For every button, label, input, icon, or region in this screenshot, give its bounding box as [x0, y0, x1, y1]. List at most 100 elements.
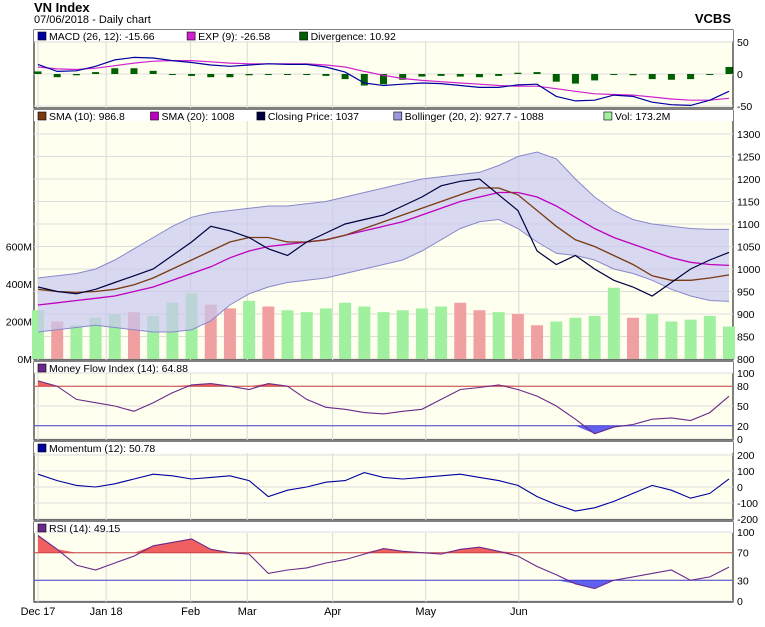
rsi-oversold-area [38, 580, 729, 589]
macd-legend-swatch [186, 31, 196, 41]
rsi-panel [33, 521, 734, 603]
mfi-legend-bar [34, 362, 733, 373]
macd-divergence-bar [130, 68, 138, 74]
chart-title: VN Index [34, 0, 90, 15]
price-y-tick: 1200 [737, 174, 761, 186]
volume-bar [339, 302, 352, 359]
rsi-legend-label: RSI (14): 49.15 [49, 523, 120, 535]
closing-price-line [37, 178, 730, 297]
sma20-line [37, 191, 730, 306]
volume-y-tick: 0M [17, 354, 32, 366]
macd-divergence-bar [226, 74, 234, 78]
x-axis-label: Dec 17 [21, 606, 56, 618]
volume-bar [607, 287, 620, 359]
momentum-y-tick: -100 [737, 498, 758, 510]
volume-bar [377, 312, 390, 359]
mfi-y-tick: 80 [737, 381, 749, 393]
macd-divergence-bar [360, 74, 368, 86]
volume-bar [281, 310, 294, 359]
macd-divergence-bar [725, 66, 733, 74]
macd-legend-swatch [37, 31, 47, 41]
volume-bar [89, 317, 102, 359]
momentum-y-tick: 100 [737, 466, 755, 478]
macd-divergence-bar [648, 74, 656, 80]
volume-bar [569, 317, 582, 359]
volume-bar [319, 308, 332, 359]
x-axis-label: Apr [324, 606, 341, 618]
volume-bar [646, 314, 659, 359]
momentum-y-tick: 0 [737, 482, 743, 494]
macd-line [37, 56, 730, 107]
macd-divergence-bar [111, 68, 119, 74]
x-axis-label: Jun [510, 606, 528, 618]
volume-bar [511, 314, 524, 359]
momentum-y-tick: -200 [737, 514, 758, 526]
volume-bar [300, 312, 313, 359]
price-legend-label: Closing Price: 1037 [268, 111, 359, 123]
rsi-overbought-area [38, 535, 729, 553]
momentum-legend-swatch [37, 443, 47, 453]
price-legend-label: Bollinger (20, 2): 927.7 - 1088 [405, 111, 544, 123]
volume-bar [627, 317, 640, 359]
volume-bar [396, 310, 409, 359]
mfi-y-tick: 100 [737, 368, 755, 380]
mfi-overbought-area [38, 380, 729, 387]
macd-divergence-bar [533, 72, 541, 74]
macd-divergence-bar [552, 74, 560, 82]
macd-divergence-bar [322, 74, 330, 76]
mfi-oversold-area [38, 425, 729, 434]
macd-divergence-bar [610, 74, 618, 75]
macd-legend-label: MACD (26, 12): -15.66 [49, 31, 155, 43]
macd-divergence-bar [92, 72, 100, 74]
volume-bar [358, 306, 371, 359]
mfi-y-tick: 50 [737, 401, 749, 413]
macd-divergence-bar [687, 74, 695, 80]
volume-y-tick: 400M [6, 279, 32, 291]
volume-bar [473, 310, 486, 359]
price-legend-swatch [393, 111, 403, 121]
macd-divergence-bar [629, 74, 637, 76]
macd-divergence-bar [34, 71, 42, 74]
macd-legend-swatch [299, 31, 308, 41]
volume-bar [223, 308, 236, 359]
x-axis-label: May [415, 606, 436, 618]
rsi-legend-bar [34, 522, 733, 533]
rsi-legend-swatch [37, 523, 47, 533]
momentum-legend-bar [34, 442, 733, 453]
x-axis-label: Feb [181, 606, 200, 618]
macd-divergence-bar [418, 74, 426, 77]
volume-bar [415, 308, 428, 359]
macd-divergence-bar [706, 74, 714, 75]
brand-label: VCBS [694, 11, 731, 26]
price-y-tick: 950 [737, 287, 755, 299]
volume-bar [723, 326, 735, 359]
volume-bar [70, 325, 83, 359]
price-y-tick: 1300 [737, 129, 761, 141]
macd-divergence-bar [284, 74, 292, 75]
volume-bar [262, 306, 275, 359]
sma10-line [37, 187, 730, 294]
rsi-y-tick: 100 [737, 527, 755, 539]
macd-legend-label: Divergence: 10.92 [311, 31, 396, 43]
volume-bar [51, 321, 64, 359]
momentum-legend-label: Momentum (12): 50.78 [49, 443, 155, 455]
price-legend-swatch [603, 111, 613, 121]
macd-divergence-bar [591, 74, 599, 81]
x-axis-label: Mar [238, 606, 257, 618]
volume-bar [703, 315, 716, 359]
volume-y-tick: 600M [6, 242, 32, 254]
macd-divergence-bar [399, 74, 407, 80]
macd-divergence-bar [571, 74, 579, 84]
volume-y-tick: 200M [6, 317, 32, 329]
macd-divergence-bar [264, 74, 272, 75]
price-y-tick: 800 [737, 354, 755, 366]
macd-divergence-bar [245, 74, 253, 76]
volume-bar [588, 315, 601, 359]
macd-y-tick: -50 [737, 101, 752, 113]
price-legend-label: SMA (10): 986.8 [49, 111, 125, 123]
macd-divergence-bar [188, 74, 196, 76]
momentum-line [37, 472, 730, 512]
price-y-tick: 1000 [737, 264, 761, 276]
volume-bar [435, 306, 448, 359]
